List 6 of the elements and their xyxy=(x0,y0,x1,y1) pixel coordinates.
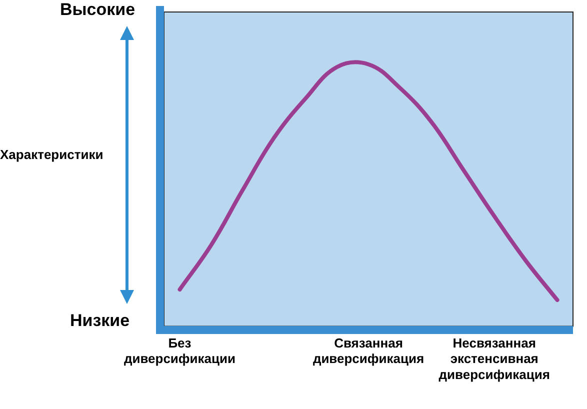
x-tick-label: Связанная диверсификация xyxy=(312,336,424,366)
text: Высокие xyxy=(60,0,136,20)
x-tick-label: Несвязанная экстенсивная диверсификация xyxy=(438,336,550,382)
text: Низкие xyxy=(70,311,130,331)
x-tick-label: Без диверсификации xyxy=(124,336,236,366)
y-axis-title: Характеристики xyxy=(0,147,104,162)
